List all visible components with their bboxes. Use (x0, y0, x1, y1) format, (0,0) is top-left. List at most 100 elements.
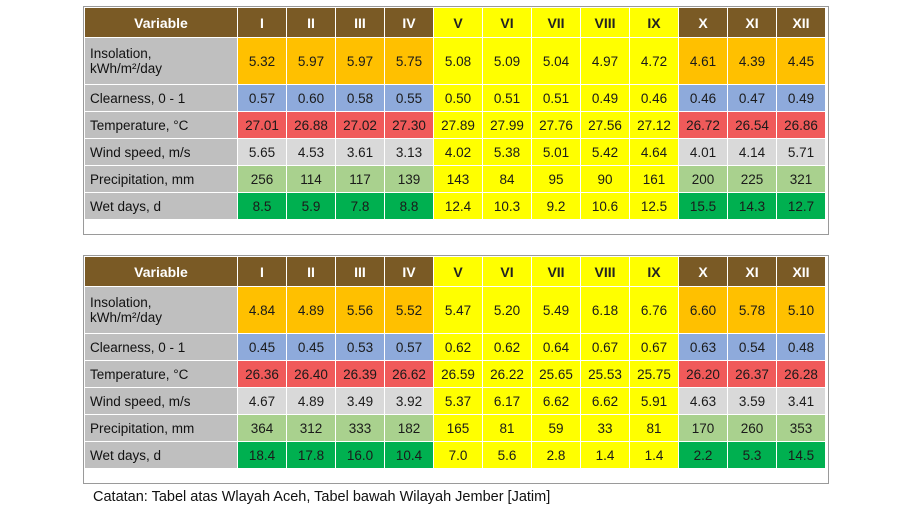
cell-precip-i: 364 (237, 414, 287, 442)
cell-precip-iv: 182 (384, 414, 434, 442)
cell-clearness-viii: 0.67 (580, 333, 630, 361)
cell-insolation-iii: 5.97 (335, 37, 385, 85)
cell-temperature-xi: 26.37 (727, 360, 777, 388)
cell-clearness-ii: 0.45 (286, 333, 336, 361)
cell-precip-ii: 114 (286, 165, 336, 193)
cell-temperature-v: 26.59 (433, 360, 483, 388)
cell-insolation-ii: 5.97 (286, 37, 336, 85)
cell-wet-vii: 2.8 (531, 441, 581, 469)
cell-precip-vi: 84 (482, 165, 532, 193)
cell-precip-ix: 81 (629, 414, 679, 442)
cell-clearness-x: 0.63 (678, 333, 728, 361)
row-label-line: Insolation, (90, 46, 152, 61)
row-wind: Wind speed, m/s 4.67 4.89 3.49 3.92 5.37 6.17 6… (84, 387, 826, 415)
month-header-ix: IX (629, 256, 679, 287)
cell-insolation-vi: 5.20 (482, 286, 532, 334)
cell-wind-iii: 3.49 (335, 387, 385, 415)
cell-insolation-xii: 4.45 (776, 37, 826, 85)
cell-precip-ix: 161 (629, 165, 679, 193)
cell-insolation-x: 4.61 (678, 37, 728, 85)
cell-insolation-iii: 5.56 (335, 286, 385, 334)
month-header-viii: VIII (580, 7, 630, 38)
cell-precip-ii: 312 (286, 414, 336, 442)
cell-precip-xii: 353 (776, 414, 826, 442)
cell-wind-vii: 5.01 (531, 138, 581, 166)
cell-temperature-iii: 26.39 (335, 360, 385, 388)
cell-precip-vii: 59 (531, 414, 581, 442)
row-label-temperature: Temperature, °C (84, 360, 238, 388)
cell-wet-xii: 12.7 (776, 192, 826, 220)
row-label-wet: Wet days, d (84, 441, 238, 469)
cell-clearness-vii: 0.64 (531, 333, 581, 361)
cell-wet-x: 15.5 (678, 192, 728, 220)
cell-wind-xi: 4.14 (727, 138, 777, 166)
variable-header: Variable (84, 7, 238, 38)
cell-wind-iv: 3.92 (384, 387, 434, 415)
cell-wet-iii: 16.0 (335, 441, 385, 469)
cell-insolation-ix: 4.72 (629, 37, 679, 85)
cell-precip-x: 200 (678, 165, 728, 193)
cell-insolation-xi: 4.39 (727, 37, 777, 85)
cell-clearness-v: 0.50 (433, 84, 483, 112)
row-label-insolation: Insolation, kWh/m²/day (84, 37, 238, 85)
cell-precip-iii: 117 (335, 165, 385, 193)
month-header-x: X (678, 256, 728, 287)
row-wind: Wind speed, m/s 5.65 4.53 3.61 3.13 4.02 5.38 5… (84, 138, 826, 166)
cell-insolation-i: 5.32 (237, 37, 287, 85)
row-label-precip: Precipitation, mm (84, 414, 238, 442)
cell-precip-xi: 260 (727, 414, 777, 442)
cell-clearness-ix: 0.46 (629, 84, 679, 112)
month-header-vi: VI (482, 256, 532, 287)
cell-precip-iv: 139 (384, 165, 434, 193)
cell-wet-x: 2.2 (678, 441, 728, 469)
row-label-clearness: Clearness, 0 - 1 (84, 84, 238, 112)
month-header-i: I (237, 256, 287, 287)
month-header-v: V (433, 256, 483, 287)
month-header-xii: XII (776, 256, 826, 287)
cell-insolation-xii: 5.10 (776, 286, 826, 334)
cell-precip-x: 170 (678, 414, 728, 442)
cell-wind-i: 4.67 (237, 387, 287, 415)
month-header-iv: IV (384, 256, 434, 287)
row-precip: Precipitation, mm 364 312 333 182 165 81 59 33 81… (84, 414, 826, 442)
cell-temperature-vi: 27.99 (482, 111, 532, 139)
cell-precip-xii: 321 (776, 165, 826, 193)
cell-temperature-viii: 27.56 (580, 111, 630, 139)
row-clearness: Clearness, 0 - 1 0.57 0.60 0.58 0.55 0.50 0.51… (84, 84, 826, 112)
cell-precip-v: 165 (433, 414, 483, 442)
cell-precip-viii: 90 (580, 165, 630, 193)
row-label-wind: Wind speed, m/s (84, 387, 238, 415)
cell-wet-viii: 10.6 (580, 192, 630, 220)
cell-temperature-vii: 27.76 (531, 111, 581, 139)
cell-insolation-vi: 5.09 (482, 37, 532, 85)
cell-temperature-vii: 25.65 (531, 360, 581, 388)
cell-insolation-xi: 5.78 (727, 286, 777, 334)
cell-insolation-vii: 5.04 (531, 37, 581, 85)
row-label-clearness: Clearness, 0 - 1 (84, 333, 238, 361)
cell-clearness-i: 0.45 (237, 333, 287, 361)
cell-temperature-ii: 26.88 (286, 111, 336, 139)
cell-precip-v: 143 (433, 165, 483, 193)
cell-wind-ix: 5.91 (629, 387, 679, 415)
cell-wind-ii: 4.89 (286, 387, 336, 415)
cell-clearness-xi: 0.54 (727, 333, 777, 361)
month-header-xi: XI (727, 7, 777, 38)
cell-insolation-x: 6.60 (678, 286, 728, 334)
cell-temperature-ix: 25.75 (629, 360, 679, 388)
cell-wind-xi: 3.59 (727, 387, 777, 415)
cell-insolation-v: 5.47 (433, 286, 483, 334)
month-header-xi: XI (727, 256, 777, 287)
cell-clearness-viii: 0.49 (580, 84, 630, 112)
month-header-iii: III (335, 7, 385, 38)
cell-temperature-ii: 26.40 (286, 360, 336, 388)
cell-clearness-iv: 0.55 (384, 84, 434, 112)
month-header-viii: VIII (580, 256, 630, 287)
row-wet: Wet days, d 8.5 5.9 7.8 8.8 12.4 10.3 9.2 10.6 12… (84, 192, 826, 220)
cell-wind-x: 4.01 (678, 138, 728, 166)
row-label-wet: Wet days, d (84, 192, 238, 220)
cell-insolation-ii: 4.89 (286, 286, 336, 334)
row-label-insolation: Insolation, kWh/m²/day (84, 286, 238, 334)
cell-temperature-x: 26.20 (678, 360, 728, 388)
variable-header: Variable (84, 256, 238, 287)
cell-temperature-iii: 27.02 (335, 111, 385, 139)
